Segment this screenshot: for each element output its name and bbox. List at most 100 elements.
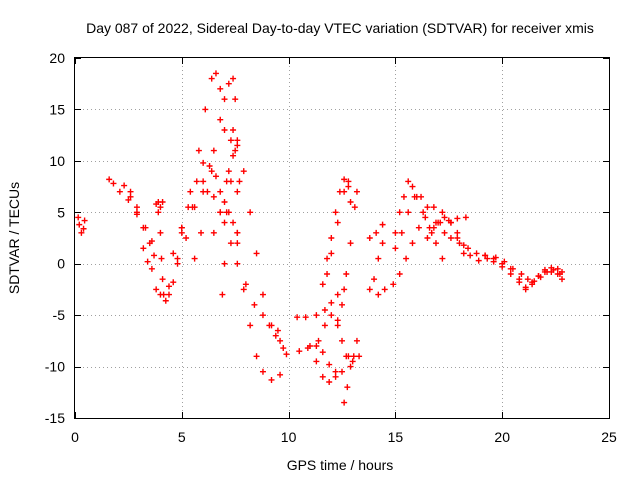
data-point bbox=[315, 337, 322, 344]
data-point bbox=[223, 209, 230, 216]
data-point bbox=[328, 299, 335, 306]
data-point bbox=[375, 291, 382, 298]
series-arc03 bbox=[121, 182, 155, 272]
data-point bbox=[142, 224, 149, 231]
series-arc02 bbox=[106, 176, 158, 259]
data-point bbox=[78, 229, 85, 236]
data-point bbox=[210, 193, 217, 200]
data-point bbox=[460, 250, 467, 257]
data-point bbox=[127, 188, 134, 195]
data-point bbox=[366, 286, 373, 293]
data-point bbox=[334, 291, 341, 298]
data-point bbox=[454, 215, 461, 222]
data-point bbox=[191, 255, 198, 262]
data-point bbox=[178, 224, 185, 231]
series-arc22 bbox=[366, 240, 386, 293]
axis-layer: 0 5 10 15 20 25 20 15 10 5 0 -5 -10 -15 bbox=[45, 50, 617, 445]
data-point bbox=[277, 337, 284, 344]
data-point bbox=[492, 254, 499, 261]
data-point bbox=[379, 221, 386, 228]
data-marks bbox=[75, 70, 566, 406]
data-point bbox=[296, 348, 303, 355]
data-point bbox=[339, 301, 345, 308]
x-tick-label: 15 bbox=[388, 429, 404, 445]
series-arc16 bbox=[306, 343, 339, 385]
data-point bbox=[165, 283, 172, 290]
data-point bbox=[405, 209, 412, 216]
series-arc24 bbox=[390, 204, 467, 288]
data-point bbox=[326, 361, 333, 368]
data-point bbox=[319, 281, 326, 288]
series-arc14 bbox=[296, 343, 352, 380]
data-point bbox=[253, 250, 260, 257]
data-point bbox=[347, 363, 354, 370]
series-arc10 bbox=[210, 142, 279, 339]
data-point bbox=[174, 260, 181, 267]
data-point bbox=[535, 273, 542, 280]
x-tick-label: 25 bbox=[601, 429, 617, 445]
data-point bbox=[259, 312, 266, 319]
data-point bbox=[116, 188, 123, 195]
data-point bbox=[223, 178, 230, 185]
data-point bbox=[524, 276, 531, 283]
data-point bbox=[272, 332, 279, 339]
series-arc12 bbox=[277, 337, 290, 358]
data-point bbox=[153, 201, 160, 208]
data-point bbox=[217, 188, 224, 195]
data-point bbox=[221, 219, 228, 226]
data-point bbox=[422, 214, 429, 221]
data-point bbox=[230, 219, 237, 226]
data-point bbox=[217, 209, 224, 216]
data-point bbox=[420, 209, 427, 216]
data-point bbox=[259, 368, 266, 375]
series-arc01 bbox=[75, 214, 88, 236]
series-arc29 bbox=[482, 252, 566, 293]
data-point bbox=[411, 193, 418, 200]
data-point bbox=[559, 276, 566, 283]
data-point bbox=[424, 235, 431, 241]
data-point bbox=[251, 301, 258, 308]
data-point bbox=[234, 188, 241, 195]
data-point bbox=[236, 178, 243, 185]
data-point bbox=[75, 214, 82, 221]
data-point bbox=[454, 235, 461, 241]
data-point bbox=[418, 193, 425, 200]
data-point bbox=[345, 178, 352, 185]
series-arc19 bbox=[334, 188, 360, 329]
data-point bbox=[266, 322, 273, 329]
data-point bbox=[206, 163, 213, 169]
data-point bbox=[435, 219, 442, 226]
data-point bbox=[306, 343, 313, 349]
data-point bbox=[302, 314, 309, 321]
data-point bbox=[148, 238, 155, 245]
data-point bbox=[155, 209, 162, 216]
data-point bbox=[110, 180, 117, 187]
series-arc09 bbox=[191, 75, 243, 262]
data-point bbox=[441, 229, 448, 236]
data-point bbox=[230, 152, 237, 159]
data-point bbox=[529, 281, 536, 288]
data-point bbox=[341, 188, 348, 195]
data-point bbox=[447, 235, 454, 241]
data-point bbox=[127, 193, 134, 200]
data-point bbox=[204, 188, 211, 195]
data-point bbox=[221, 260, 228, 267]
data-point bbox=[328, 312, 335, 319]
data-point bbox=[381, 286, 388, 293]
data-point bbox=[403, 255, 410, 262]
x-tick-label: 20 bbox=[494, 429, 510, 445]
data-point bbox=[81, 217, 88, 224]
data-point bbox=[516, 279, 523, 286]
data-point bbox=[227, 240, 234, 247]
data-point bbox=[428, 229, 435, 236]
x-tick-label: 0 bbox=[71, 429, 79, 445]
series-arc17 bbox=[324, 176, 354, 262]
data-point bbox=[339, 368, 345, 375]
data-point bbox=[193, 178, 200, 185]
series-arc25 bbox=[392, 178, 446, 262]
data-point bbox=[326, 379, 333, 385]
data-point bbox=[234, 229, 241, 236]
data-point bbox=[432, 240, 439, 247]
data-point bbox=[294, 314, 301, 321]
